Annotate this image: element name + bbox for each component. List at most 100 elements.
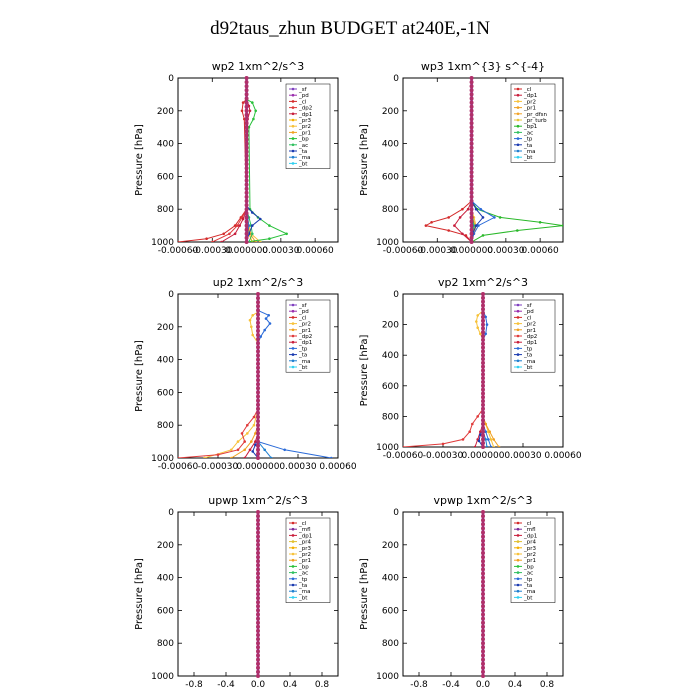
legend-marker — [291, 162, 295, 165]
zero-profile-marker — [256, 637, 260, 642]
zero-profile-marker — [256, 451, 260, 456]
zero-profile-marker — [256, 308, 260, 313]
legend-entry: _ma — [523, 589, 535, 595]
legend-entry: _pr3 — [523, 546, 537, 552]
series-point — [241, 217, 245, 221]
zero-profile-marker — [481, 628, 485, 633]
legend-entry: _pr2 — [298, 124, 311, 130]
plot-title: up2 1xm^2/s^3 — [213, 276, 304, 289]
zero-profile-marker — [481, 376, 485, 381]
zero-profile-marker — [469, 145, 474, 150]
series-point — [492, 445, 495, 447]
legend-entry: _pr1 — [523, 558, 536, 564]
zero-profile-marker — [256, 674, 260, 678]
zero-profile-marker — [244, 174, 249, 179]
zero-profile-marker — [481, 669, 485, 674]
series-point — [252, 415, 256, 419]
legend-marker — [291, 546, 295, 550]
legend-entry: _ta — [298, 583, 307, 589]
zero-profile-marker — [256, 657, 260, 662]
series-point — [250, 440, 253, 443]
zero-profile-marker — [256, 665, 260, 670]
series-point — [251, 101, 254, 104]
zero-profile-marker — [469, 174, 474, 179]
y-tick-label: 400 — [382, 574, 399, 584]
y-tick-label: 800 — [157, 639, 174, 649]
x-tick-label: -0.4 — [442, 680, 460, 690]
series-point — [248, 318, 252, 322]
plot-title: vp2 1xm^2/s^3 — [438, 276, 528, 289]
zero-profile-marker — [244, 153, 249, 158]
zero-profile-marker — [481, 437, 485, 442]
zero-profile-marker — [256, 365, 260, 370]
series-point — [246, 423, 249, 427]
zero-profile-marker — [256, 518, 260, 523]
zero-profile-marker — [481, 307, 485, 312]
zero-profile-marker — [481, 542, 485, 547]
legend-entry: _pr1 — [298, 328, 311, 334]
zero-profile-marker — [481, 441, 485, 446]
zero-profile-marker — [481, 620, 485, 625]
series-point — [216, 453, 220, 457]
zero-profile-marker — [244, 104, 249, 109]
zero-profile-marker — [256, 456, 260, 460]
zero-profile-marker — [244, 133, 249, 138]
legend-marker — [291, 100, 295, 103]
legend-marker — [516, 137, 520, 140]
plot-panel-5: upwp 1xm^2/s^3 0 200 400 600 800 1000 -0.8 -0.4 0… — [134, 494, 339, 690]
zero-profile-marker — [244, 117, 249, 121]
zero-profile-marker — [244, 158, 249, 162]
zero-profile-marker — [469, 223, 474, 228]
series-point — [203, 456, 206, 458]
legend-marker — [516, 334, 520, 338]
series-point — [441, 442, 445, 446]
zero-profile-marker — [481, 637, 485, 642]
zero-profile-marker — [481, 571, 485, 576]
legend-entry: _ac — [298, 571, 308, 577]
zero-profile-marker — [244, 129, 249, 134]
legend-entry: _tp — [298, 577, 308, 583]
zero-profile-marker — [244, 125, 249, 130]
series-point — [251, 224, 254, 227]
zero-profile-marker — [481, 387, 485, 392]
legend-entry: _ma — [523, 359, 535, 365]
series-point — [220, 240, 223, 242]
y-tick-label: 600 — [157, 606, 174, 616]
zero-profile-marker — [256, 374, 260, 378]
zero-profile-marker — [481, 653, 485, 658]
zero-profile-marker — [481, 596, 485, 601]
y-axis-label: Pressure [hPa] — [134, 340, 145, 412]
zero-profile-marker — [244, 223, 249, 228]
series-line — [204, 311, 259, 458]
zero-profile-marker — [481, 645, 485, 650]
legend-entry: _bt — [298, 595, 308, 601]
legend-marker — [516, 353, 520, 356]
series-point — [251, 232, 254, 236]
y-axis-label: Pressure [hPa] — [134, 558, 145, 630]
zero-profile-marker — [481, 616, 485, 621]
zero-profile-marker — [244, 100, 249, 105]
legend-entry: _pr_turb — [523, 118, 547, 124]
legend-entry: _bp — [298, 564, 309, 570]
legend-marker — [516, 316, 520, 319]
zero-profile-marker — [244, 88, 249, 93]
zero-profile-marker — [256, 419, 260, 424]
series-point — [488, 430, 492, 434]
series-point — [461, 207, 464, 211]
legend-entry: _bp — [298, 137, 309, 143]
zero-profile-marker — [481, 368, 485, 373]
series-point — [268, 322, 272, 325]
legend-marker — [291, 540, 295, 543]
series-line — [257, 309, 332, 458]
zero-profile-marker — [481, 657, 485, 662]
zero-profile-marker — [256, 427, 260, 432]
legend-marker — [516, 124, 520, 128]
zero-profile-marker — [244, 84, 249, 89]
legend-marker — [291, 124, 295, 128]
legend-entry: _dp2 — [298, 106, 312, 112]
zero-profile-marker — [481, 538, 485, 543]
y-axis-label: Pressure [hPa] — [134, 124, 145, 196]
zero-profile-marker — [244, 231, 249, 236]
series-point — [461, 438, 465, 441]
legend-marker — [516, 87, 520, 91]
